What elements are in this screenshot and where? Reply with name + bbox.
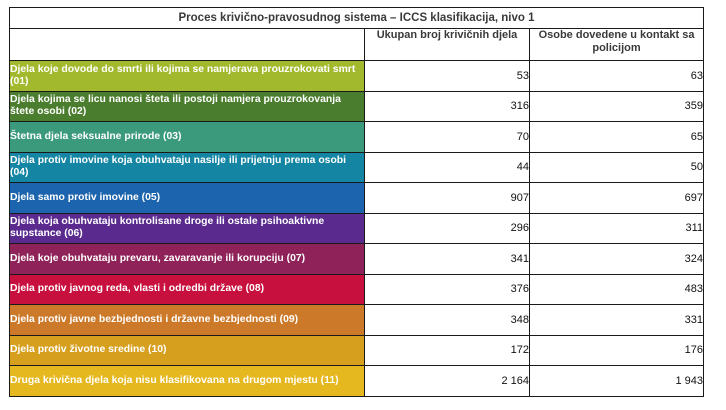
offences-value: 376: [364, 273, 530, 305]
table-row: Djela koje dovode do smrti ili kojima se…: [9, 60, 705, 92]
offences-value: 296: [364, 212, 530, 244]
persons-value: 311: [528, 212, 705, 244]
table-row: Djela samo protiv imovine (05) 907 697: [9, 182, 705, 214]
table-row: Djela protiv imovine koja obuhvataju nas…: [9, 151, 705, 183]
persons-value: 1 943: [528, 365, 705, 397]
persons-value: 63: [528, 60, 705, 92]
table-body: Djela koje dovode do smrti ili kojima se…: [9, 60, 705, 397]
category-label: Djela protiv životne sredine (10): [9, 334, 365, 366]
table-row: Djela kojima se licu nanosi šteta ili po…: [9, 90, 705, 122]
category-label: Djela protiv imovine koja obuhvataju nas…: [9, 151, 365, 183]
persons-value: 331: [528, 304, 705, 336]
category-label: Štetna djela seksualne prirode (03): [9, 121, 365, 153]
table-row: Djela protiv javne bezbjednosti i državn…: [9, 304, 705, 336]
offences-value: 348: [364, 304, 530, 336]
category-label: Druga krivična djela koja nisu klasifiko…: [9, 365, 365, 397]
category-label: Djela koje dovode do smrti ili kojima se…: [9, 60, 365, 92]
category-label: Djela koja obuhvataju kontrolisane droge…: [9, 212, 365, 244]
offences-value: 70: [364, 121, 530, 153]
table-row: Djela koje obuhvataju prevaru, zavaravan…: [9, 243, 705, 275]
persons-value: 697: [528, 182, 705, 214]
header-row: Ukupan broj krivičnih djela Osobe dovede…: [9, 28, 705, 61]
persons-value: 324: [528, 243, 705, 275]
category-label: Djela kojima se licu nanosi šteta ili po…: [9, 90, 365, 122]
table-row: Djela protiv javnog reda, vlasti i odred…: [9, 273, 705, 305]
header-persons-contact-police: Osobe dovedene u kontakt sa policijom: [528, 28, 705, 61]
persons-value: 50: [528, 151, 705, 183]
header-total-offences: Ukupan broj krivičnih djela: [364, 28, 530, 61]
persons-value: 483: [528, 273, 705, 305]
table-row: Štetna djela seksualne prirode (03) 70 6…: [9, 121, 705, 153]
offences-value: 907: [364, 182, 530, 214]
category-label: Djela samo protiv imovine (05): [9, 182, 365, 214]
persons-value: 176: [528, 334, 705, 366]
persons-value: 359: [528, 90, 705, 122]
table-row: Djela koja obuhvataju kontrolisane droge…: [9, 212, 705, 244]
table-row: Druga krivična djela koja nisu klasifiko…: [9, 365, 705, 397]
category-label: Djela protiv javne bezbjednosti i državn…: [9, 304, 365, 336]
offences-value: 341: [364, 243, 530, 275]
category-label: Djela koje obuhvataju prevaru, zavaravan…: [9, 243, 365, 275]
offences-value: 316: [364, 90, 530, 122]
offences-value: 172: [364, 334, 530, 366]
iccs-table: Proces krivično-pravosudnog sistema – IC…: [8, 7, 705, 397]
offences-value: 2 164: [364, 365, 530, 397]
offences-value: 53: [364, 60, 530, 92]
category-label: Djela protiv javnog reda, vlasti i odred…: [9, 273, 365, 305]
table-title: Proces krivično-pravosudnog sistema – IC…: [8, 7, 705, 29]
persons-value: 65: [528, 121, 705, 153]
table-row: Djela protiv životne sredine (10) 172 17…: [9, 334, 705, 366]
header-category: [9, 28, 365, 61]
offences-value: 44: [364, 151, 530, 183]
